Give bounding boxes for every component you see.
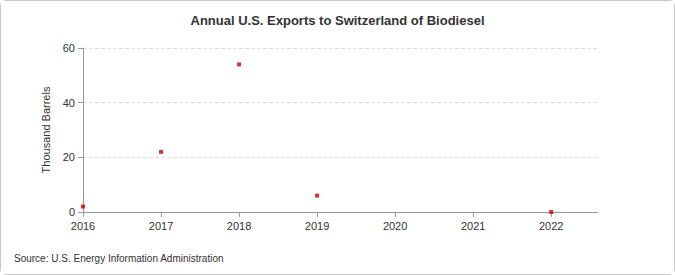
svg-text:Thousand Barrels: Thousand Barrels bbox=[40, 86, 52, 173]
svg-text:40: 40 bbox=[63, 97, 75, 109]
svg-text:2018: 2018 bbox=[227, 220, 251, 232]
svg-text:Source: U.S. Energy Informatio: Source: U.S. Energy Information Administ… bbox=[14, 253, 224, 264]
svg-text:20: 20 bbox=[63, 151, 75, 163]
svg-text:2016: 2016 bbox=[71, 220, 95, 232]
svg-text:2017: 2017 bbox=[149, 220, 173, 232]
svg-text:2020: 2020 bbox=[383, 220, 407, 232]
svg-text:2021: 2021 bbox=[461, 220, 485, 232]
svg-text:0: 0 bbox=[69, 206, 75, 218]
svg-text:2022: 2022 bbox=[539, 220, 563, 232]
svg-text:2019: 2019 bbox=[305, 220, 329, 232]
svg-text:60: 60 bbox=[63, 42, 75, 54]
svg-text:Annual U.S. Exports to Switzer: Annual U.S. Exports to Switzerland of Bi… bbox=[191, 13, 485, 28]
